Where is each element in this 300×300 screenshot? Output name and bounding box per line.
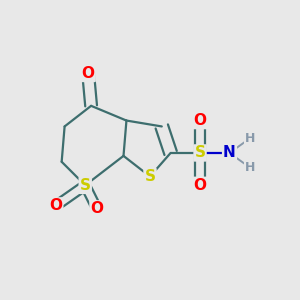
Text: O: O <box>82 66 95 81</box>
Text: H: H <box>245 161 255 174</box>
Text: O: O <box>91 201 103 216</box>
Text: N: N <box>223 146 236 160</box>
Text: O: O <box>194 178 207 193</box>
Text: O: O <box>194 113 207 128</box>
Text: S: S <box>80 178 91 193</box>
Text: H: H <box>245 132 255 145</box>
Text: O: O <box>49 198 62 213</box>
Text: S: S <box>145 169 155 184</box>
Text: S: S <box>195 146 206 160</box>
